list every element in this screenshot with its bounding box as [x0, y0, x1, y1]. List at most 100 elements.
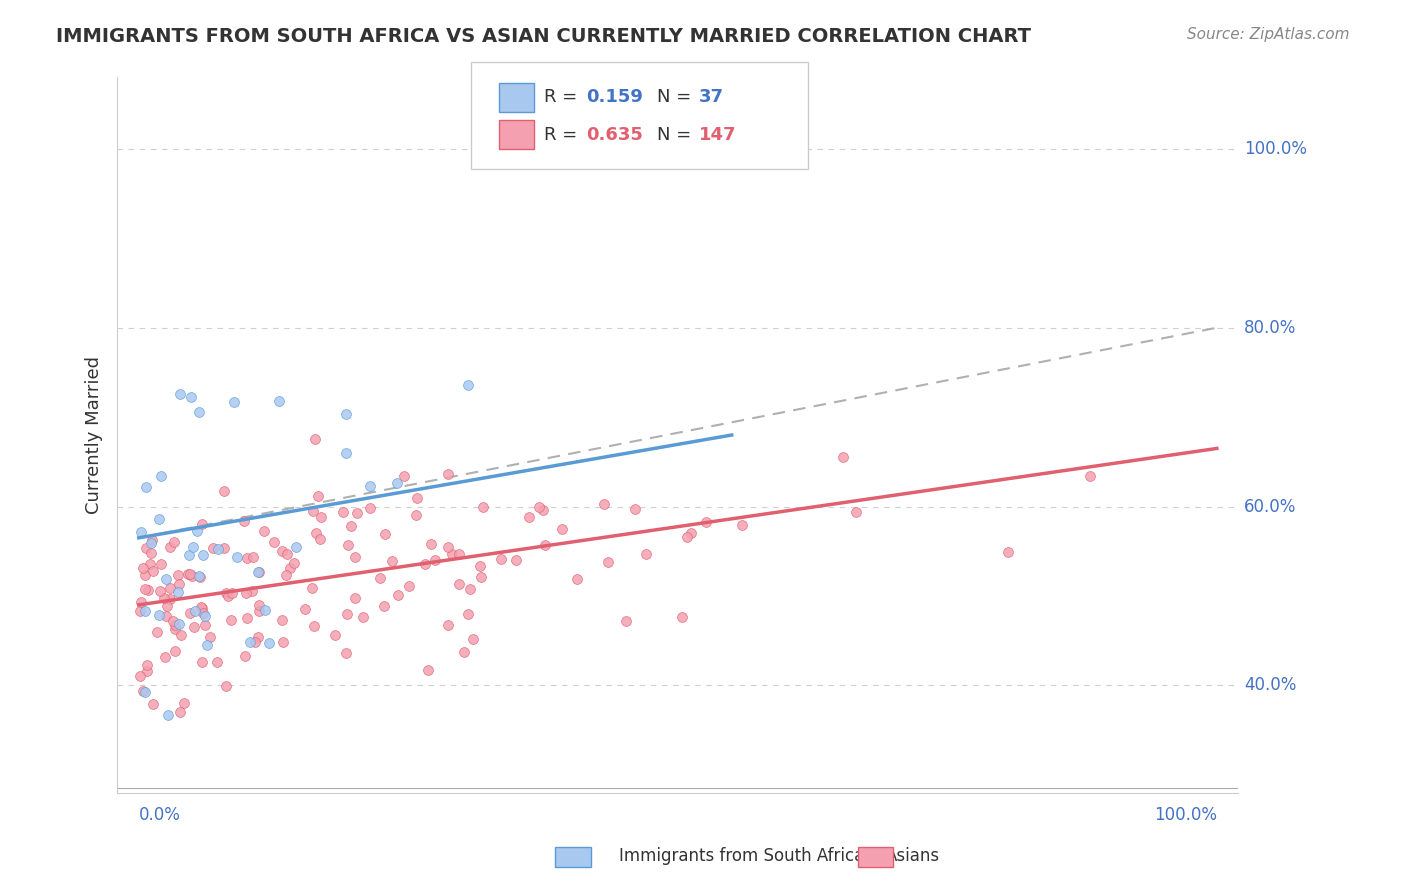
Point [190, 600, 212, 615]
Point [201, 541, 224, 555]
Point [181, 540, 204, 554]
Point [249, 598, 271, 612]
Text: 0.159: 0.159 [586, 88, 643, 106]
Point [166, 567, 188, 582]
Point [263, 534, 285, 549]
Point [335, 407, 357, 421]
Point [149, 583, 172, 598]
Point [323, 628, 346, 642]
Point [195, 638, 218, 652]
Point [155, 649, 177, 664]
Point [221, 586, 243, 600]
Point [344, 591, 367, 606]
Point [163, 644, 186, 658]
Point [247, 604, 270, 618]
Point [380, 554, 402, 568]
Point [335, 646, 357, 660]
Point [832, 450, 855, 464]
Point [159, 581, 181, 595]
Point [405, 508, 427, 522]
Text: 0.635: 0.635 [586, 126, 643, 144]
Point [194, 608, 217, 623]
Point [436, 618, 458, 632]
Point [418, 663, 440, 677]
Point [207, 541, 229, 556]
Point [167, 616, 190, 631]
Point [163, 535, 186, 549]
Point [135, 658, 157, 673]
Point [845, 505, 868, 519]
Point [129, 525, 152, 540]
Point [149, 558, 172, 572]
Point [239, 635, 262, 649]
Point [309, 532, 332, 546]
Point [129, 604, 152, 618]
Point [624, 501, 647, 516]
Point [346, 506, 368, 520]
Point [551, 522, 574, 536]
Point [243, 635, 266, 649]
Point [440, 547, 463, 561]
Point [614, 614, 637, 628]
Point [1078, 469, 1101, 483]
Point [344, 550, 367, 565]
Point [534, 538, 557, 552]
Point [271, 634, 294, 648]
Point [453, 645, 475, 659]
Point [359, 500, 381, 515]
Point [170, 628, 193, 642]
Point [596, 555, 619, 569]
Point [370, 571, 392, 585]
Point [212, 541, 235, 555]
Point [148, 608, 170, 623]
Point [437, 467, 460, 482]
Point [398, 579, 420, 593]
Point [191, 606, 214, 620]
Point [405, 491, 427, 506]
Point [139, 546, 162, 560]
Point [352, 610, 374, 624]
Point [695, 515, 717, 529]
Point [294, 602, 316, 616]
Point [188, 570, 211, 584]
Point [489, 551, 512, 566]
Point [142, 697, 165, 711]
Point [132, 561, 155, 575]
Point [179, 606, 201, 620]
Text: R =: R = [544, 88, 583, 106]
Point [246, 630, 269, 644]
Point [634, 547, 657, 561]
Point [527, 500, 550, 514]
Point [457, 377, 479, 392]
Point [671, 610, 693, 624]
Point [301, 581, 323, 595]
Text: 0.0%: 0.0% [139, 806, 180, 824]
Point [181, 568, 204, 582]
Point [283, 556, 305, 570]
Point [177, 567, 200, 582]
Point [413, 558, 436, 572]
Point [232, 514, 254, 528]
Point [134, 582, 156, 596]
Point [374, 526, 396, 541]
Point [134, 685, 156, 699]
Point [336, 538, 359, 552]
Point [269, 394, 291, 409]
Point [247, 566, 270, 580]
Point [242, 549, 264, 564]
Point [420, 536, 443, 550]
Point [167, 576, 190, 591]
Point [163, 618, 186, 632]
Point [183, 604, 205, 618]
Text: N =: N = [657, 126, 696, 144]
Point [193, 618, 215, 632]
Point [233, 648, 256, 663]
Point [387, 588, 409, 602]
Point [472, 500, 495, 514]
Text: R =: R = [544, 126, 583, 144]
Point [156, 599, 179, 613]
Text: 40.0%: 40.0% [1244, 676, 1296, 694]
Point [271, 544, 294, 558]
Point [177, 548, 200, 562]
Point [567, 572, 589, 586]
